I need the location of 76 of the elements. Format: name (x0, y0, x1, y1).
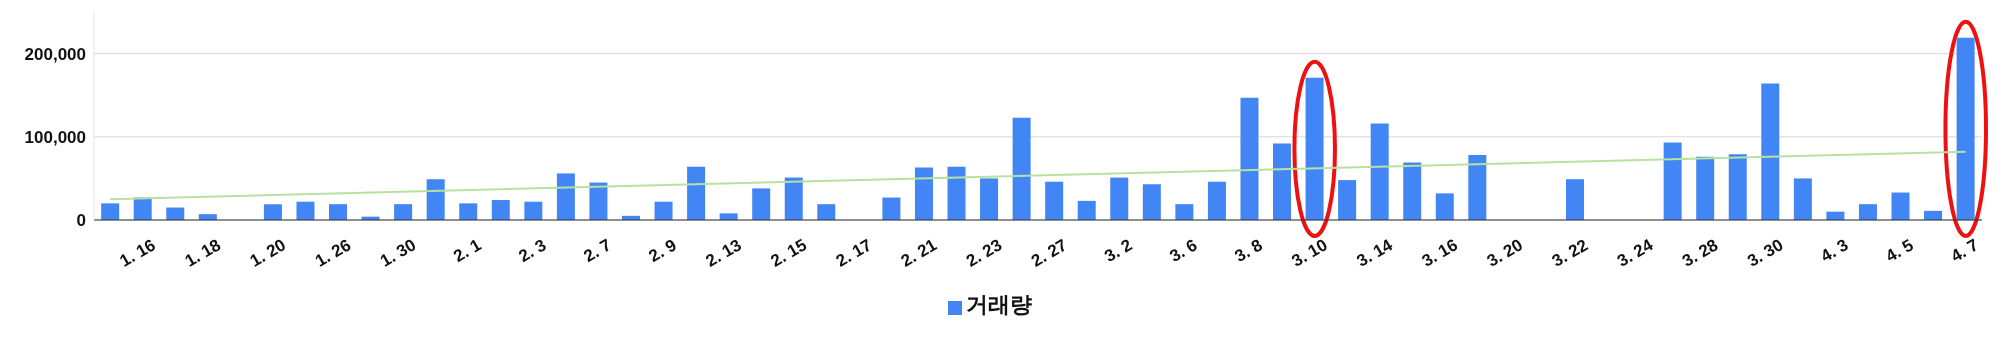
x-tick-label: 2. 23 (962, 235, 1006, 271)
bar (1663, 142, 1682, 220)
bar (882, 197, 901, 220)
x-tick-label: 2. 1 (450, 235, 485, 267)
bar (1077, 200, 1096, 220)
x-tick-label: 2. 27 (1028, 235, 1071, 271)
bar (1696, 156, 1715, 220)
bar (1273, 143, 1292, 220)
bar (1370, 123, 1389, 220)
bar (1338, 180, 1357, 220)
x-tick-label: 1. 18 (181, 235, 224, 271)
x-tick-label: 1. 30 (376, 235, 420, 271)
bar (1175, 204, 1194, 220)
bar (263, 204, 282, 220)
y-tick-label: 200,000 (24, 44, 86, 64)
x-tick-label: 2. 17 (832, 235, 875, 271)
bar (1403, 162, 1422, 220)
bar (817, 204, 836, 220)
x-tick-label: 1. 20 (246, 235, 290, 271)
bar (1110, 177, 1129, 220)
bar (1761, 83, 1780, 220)
x-tick-label: 3. 20 (1483, 235, 1526, 271)
bar (947, 166, 966, 220)
bar (1207, 181, 1226, 220)
bar (491, 200, 510, 220)
bar (1565, 179, 1584, 220)
bar (589, 182, 608, 220)
bar (1728, 154, 1747, 220)
x-tick-label: 2. 9 (645, 235, 680, 267)
bar (1858, 204, 1877, 220)
bar (459, 203, 478, 220)
x-tick-label: 3. 2 (1101, 235, 1136, 267)
x-tick-label: 3. 22 (1548, 235, 1592, 271)
bar (1891, 192, 1910, 220)
x-tick-label: 3. 16 (1418, 235, 1461, 271)
y-tick-label: 0 (76, 211, 86, 231)
bar (394, 204, 413, 220)
x-tick-label: 2. 21 (897, 235, 941, 271)
x-tick-label: 3. 10 (1288, 235, 1331, 271)
bar (1142, 184, 1161, 220)
bar (1468, 155, 1487, 220)
x-tick-label: 1. 26 (311, 235, 355, 271)
x-tick-label: 3. 24 (1613, 235, 1657, 271)
bar (654, 201, 673, 220)
bar (719, 213, 738, 220)
bar (329, 204, 348, 220)
x-tick-label: 1. 16 (116, 235, 159, 271)
bar (980, 178, 999, 220)
bar (1045, 181, 1064, 220)
x-tick-label: 3. 8 (1231, 235, 1266, 267)
bar (914, 167, 933, 220)
x-tick-label: 2. 3 (515, 235, 550, 267)
x-tick-label: 2. 15 (767, 235, 810, 271)
bar (752, 188, 771, 220)
bar (1435, 193, 1454, 220)
legend-label: 거래량 (966, 292, 1032, 317)
x-tick-label: 2. 7 (580, 235, 615, 267)
x-tick-label: 4. 7 (1947, 235, 1982, 267)
x-tick-label: 3. 6 (1166, 235, 1201, 267)
bar (1012, 117, 1031, 220)
bar (426, 179, 445, 220)
x-tick-label: 3. 30 (1744, 235, 1787, 271)
bar (556, 173, 575, 220)
x-tick-label: 4. 3 (1817, 235, 1852, 267)
bar (101, 203, 120, 220)
bar (1240, 97, 1259, 220)
y-tick-label: 100,000 (24, 127, 86, 147)
x-tick-label: 3. 14 (1353, 235, 1397, 271)
x-tick-label: 3. 28 (1679, 235, 1722, 271)
x-tick-label: 2. 13 (702, 235, 745, 271)
bar (687, 166, 706, 220)
bar (1793, 178, 1812, 220)
x-tick-label: 4. 5 (1882, 235, 1917, 267)
bar (524, 201, 543, 220)
bar (784, 177, 803, 220)
bar (296, 201, 315, 220)
